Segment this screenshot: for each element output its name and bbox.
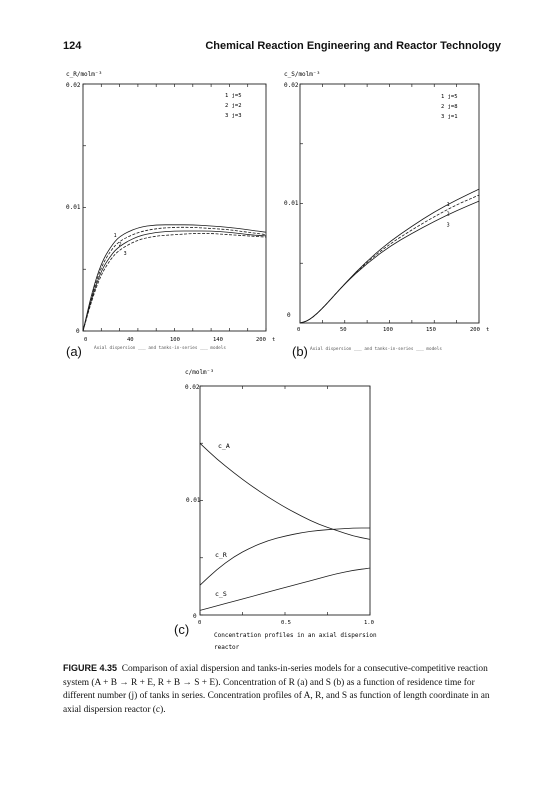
panel-b-ytick-zero: 0 bbox=[287, 312, 291, 319]
panel-b-xtick: 0 bbox=[297, 327, 300, 333]
panel-b-legend-item: 2 j=8 bbox=[441, 104, 458, 110]
panel-b-letter: (b) bbox=[292, 344, 308, 359]
panel-b-xtick: 50 bbox=[340, 327, 347, 333]
page-number: 124 bbox=[63, 40, 82, 52]
panel-c-curves bbox=[199, 443, 371, 611]
panel-b-bottom-caption: Axial dispersion ___ and tanks-in-series… bbox=[310, 346, 442, 352]
panel-b-xtick: 100 bbox=[383, 327, 393, 333]
chart-2-curve-number-label: 3 bbox=[447, 223, 450, 229]
chart-1-series-line bbox=[82, 230, 267, 332]
chart-2-curve-number-label: 2 bbox=[447, 212, 450, 218]
chart-2-series-line bbox=[299, 194, 480, 324]
panel-a-legend-item: 2 j=2 bbox=[225, 103, 242, 109]
panel-c: c/molm⁻³ 0.02 0.01 0 0 0.5 1.0 c_A c_R c… bbox=[185, 369, 377, 651]
panel-c-frame bbox=[199, 385, 371, 616]
figure-caption-label: FIGURE 4.35 bbox=[63, 663, 118, 673]
panel-b-xunit: t bbox=[486, 327, 489, 333]
panel-b-xtick: 150 bbox=[426, 327, 436, 333]
panel-c-bottom-caption-line1: Concentration profiles in an axial dispe… bbox=[214, 632, 377, 639]
chart-3-series-line bbox=[199, 443, 371, 540]
chart-2-series-line bbox=[299, 188, 480, 324]
running-title: Chemical Reaction Engineering and Reacto… bbox=[205, 40, 501, 52]
panel-c-bottom-caption-line2: reactor bbox=[214, 644, 240, 651]
panel-a-legend-item: 3 j=3 bbox=[225, 113, 242, 119]
panel-a-curves: 123 bbox=[82, 224, 267, 332]
panel-c-ytick-zero: 0 bbox=[193, 613, 197, 620]
panel-c-xtick: 0 bbox=[198, 620, 201, 626]
panel-b-ticks bbox=[299, 83, 480, 324]
chart-3-series-line bbox=[199, 567, 371, 611]
chart-1-curve-number-label: 3 bbox=[124, 251, 127, 257]
panel-c-curve-label-cr: c_R bbox=[215, 551, 227, 559]
panel-a: c_R/molm⁻³ 0.02 0.01 0 0 40 100 140 200 … bbox=[66, 71, 275, 351]
panel-c-xtick: 0.5 bbox=[281, 620, 291, 626]
panel-c-ytick-mid: 0.01 bbox=[186, 497, 201, 504]
panel-a-ytick-zero: 0 bbox=[76, 328, 80, 335]
panel-c-ylabel: c/molm⁻³ bbox=[185, 369, 214, 376]
panel-c-ticks bbox=[199, 385, 371, 616]
panel-a-frame bbox=[82, 83, 267, 332]
panel-b-ytick-top: 0.02 bbox=[284, 82, 299, 89]
panel-a-ytick-mid: 0.01 bbox=[66, 204, 81, 211]
panel-a-xtick: 0 bbox=[84, 337, 87, 343]
panel-a-xtick: 200 bbox=[256, 337, 266, 343]
chart-1-series-line bbox=[82, 226, 267, 332]
chart-1-curve-number-label: 2 bbox=[119, 242, 122, 248]
panel-a-letter: (a) bbox=[66, 344, 82, 359]
panel-c-xtick: 1.0 bbox=[364, 620, 374, 626]
panel-b: c_S/molm⁻³ 0.02 0.01 0 0 50 100 150 200 … bbox=[284, 71, 489, 352]
panel-a-bottom-caption: Axial dispersion ___ and tanks-in-series… bbox=[94, 345, 226, 351]
panel-a-legend-item: 1 j=5 bbox=[225, 93, 242, 99]
chart-1-curve-number-label: 1 bbox=[114, 233, 117, 239]
panel-a-xtick: 40 bbox=[127, 337, 134, 343]
panel-a-ylabel: c_R/molm⁻³ bbox=[66, 71, 102, 78]
panel-b-xtick: 200 bbox=[470, 327, 480, 333]
chart-2-curve-number-label: 1 bbox=[447, 202, 450, 208]
chart-3-series-line bbox=[199, 527, 370, 586]
panel-a-xtick: 140 bbox=[213, 337, 223, 343]
panel-c-ytick-top: 0.02 bbox=[185, 384, 200, 391]
panel-b-legend-item: 1 j=5 bbox=[441, 94, 458, 100]
panel-b-ylabel: c_S/molm⁻³ bbox=[284, 71, 320, 78]
panel-a-xtick: 100 bbox=[170, 337, 180, 343]
panel-c-curve-label-ca: c_A bbox=[218, 442, 230, 450]
panel-b-curves: 1 2 3 bbox=[299, 188, 480, 324]
panel-b-legend-item: 3 j=1 bbox=[441, 114, 458, 120]
panel-c-curve-label-cs: c_S bbox=[215, 590, 227, 598]
panel-c-letter: (c) bbox=[174, 622, 190, 637]
figure-caption: FIGURE 4.35 Comparison of axial dispersi… bbox=[63, 662, 501, 717]
panel-a-ytick-top: 0.02 bbox=[66, 82, 81, 89]
figure-caption-text: Comparison of axial dispersion and tanks… bbox=[63, 664, 490, 715]
chart-1-series-line bbox=[82, 224, 267, 332]
panel-b-ytick-mid: 0.01 bbox=[284, 200, 299, 207]
chart-2-series-line bbox=[299, 200, 480, 324]
panel-a-xunit: t bbox=[272, 337, 275, 343]
panel-a-ticks bbox=[82, 83, 267, 332]
